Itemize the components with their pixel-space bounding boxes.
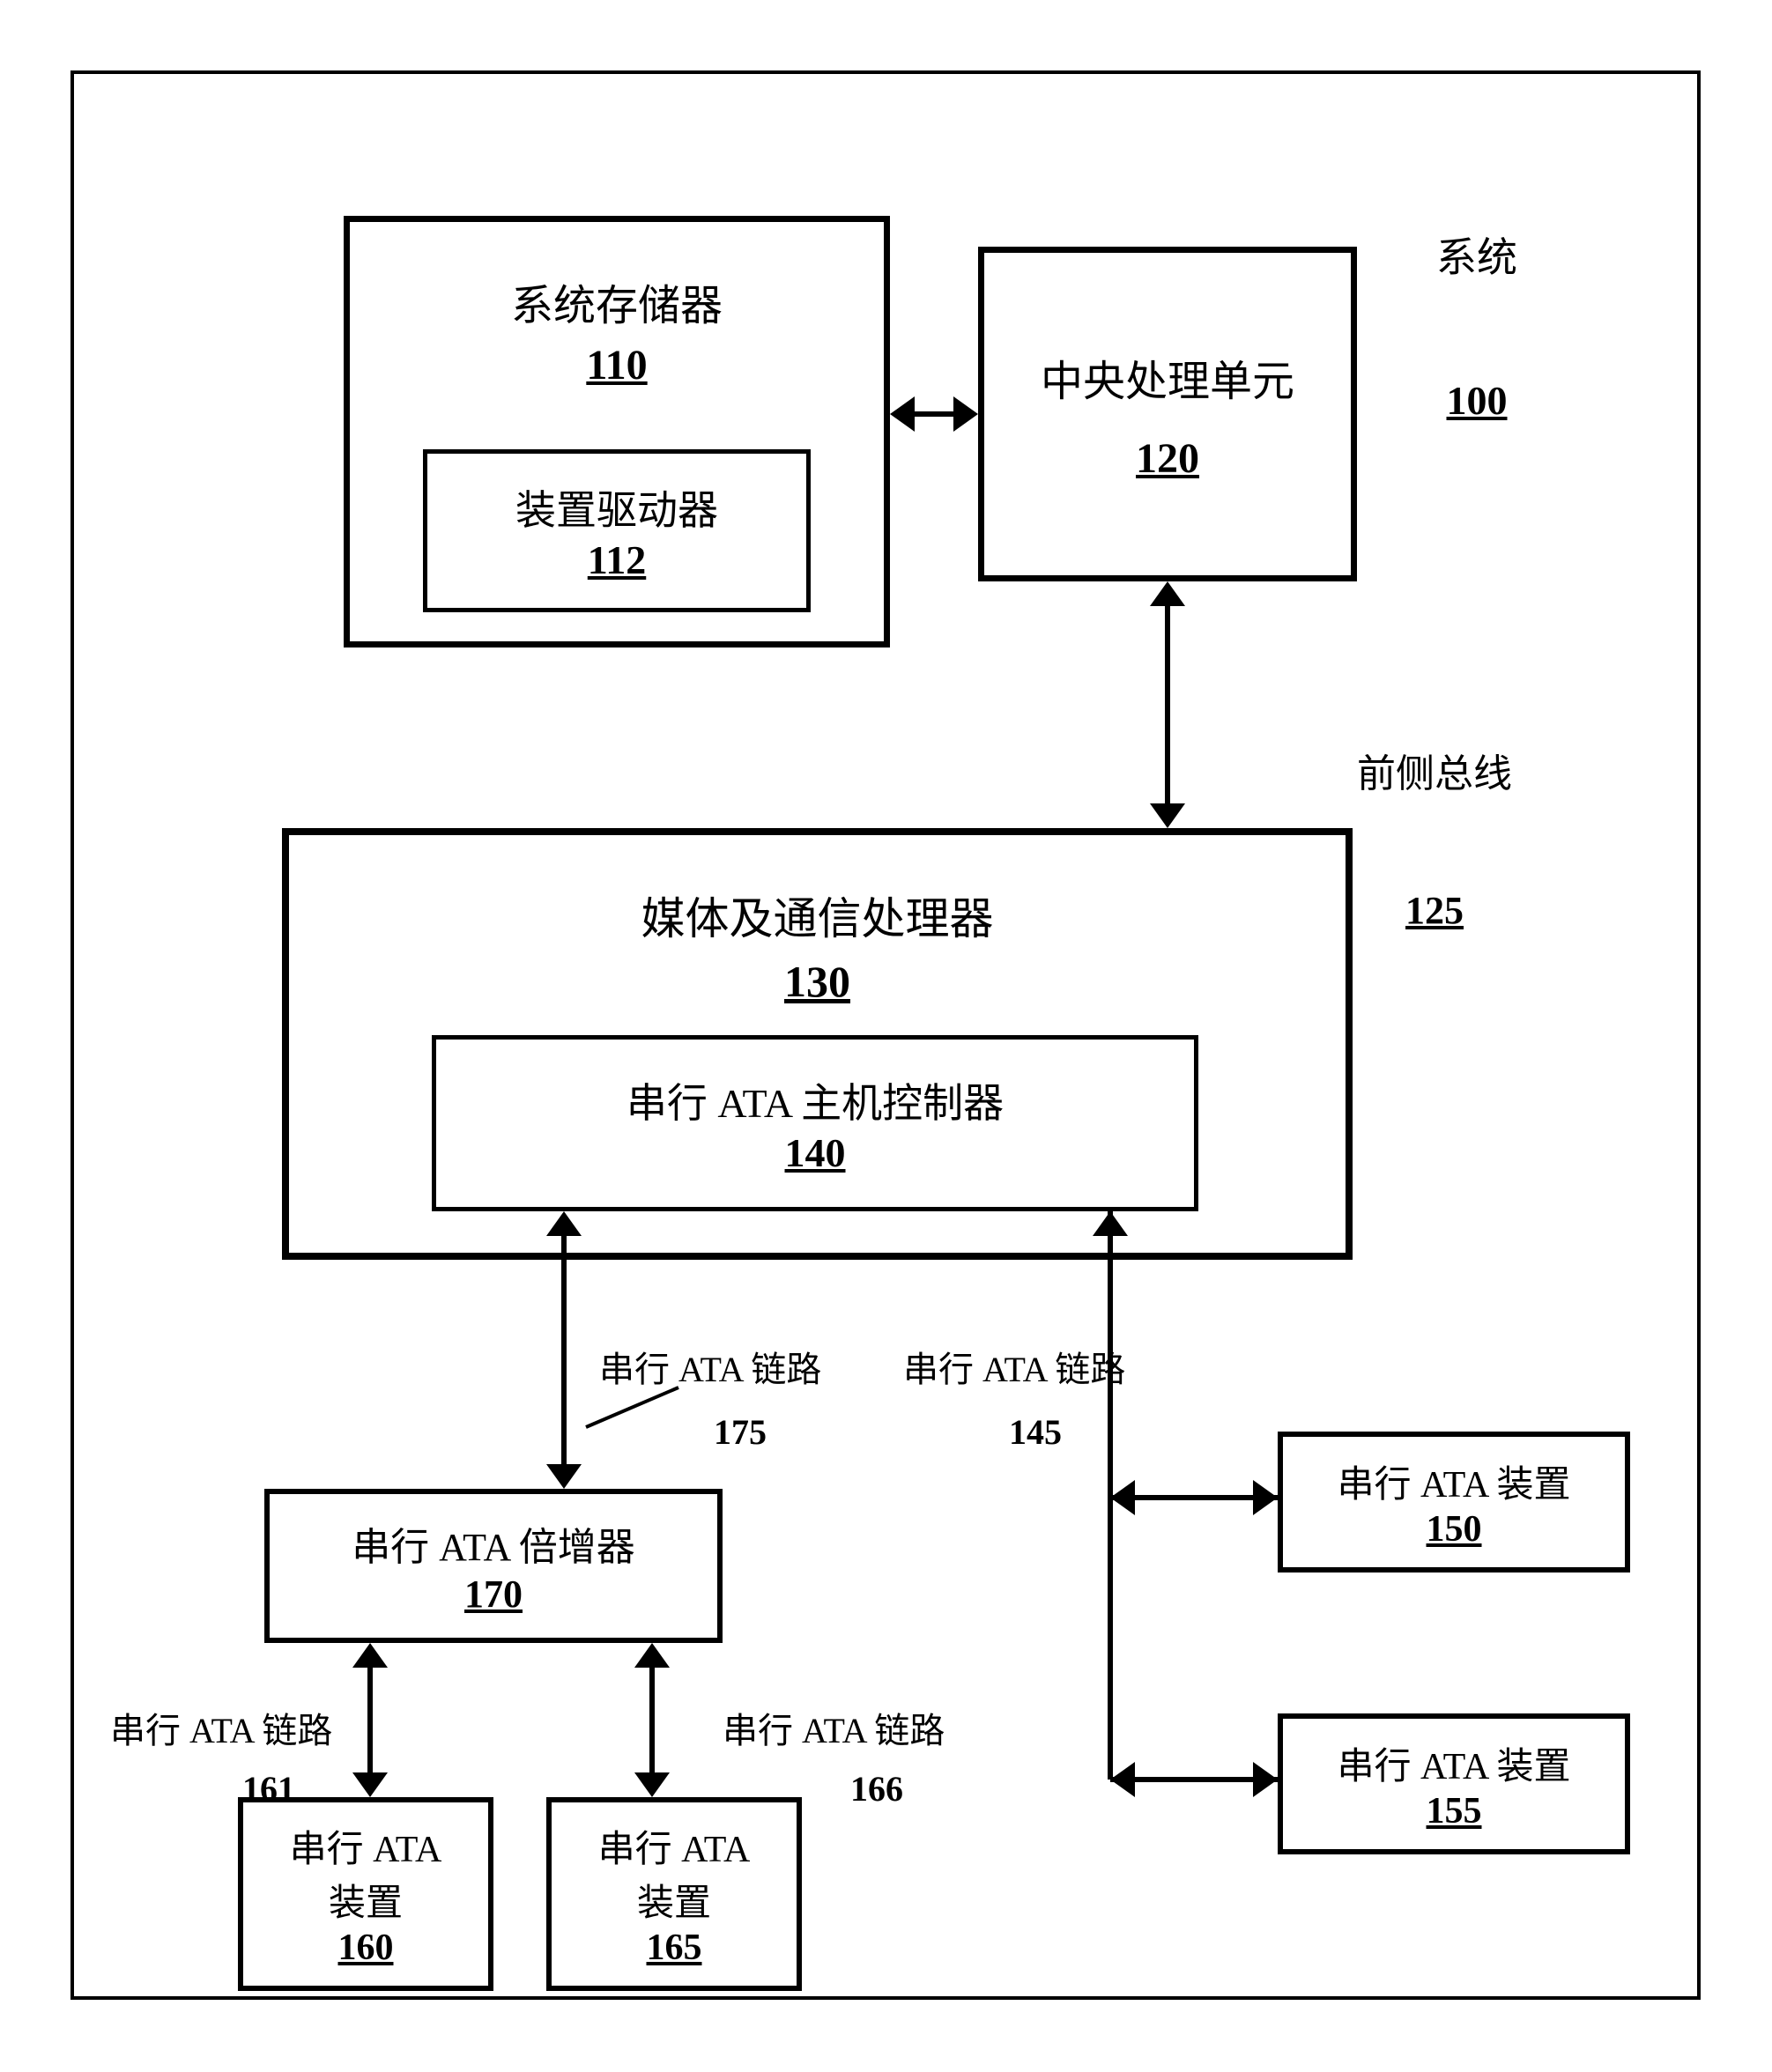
sata-link-161-label: 串行 ATA 链路 bbox=[93, 1661, 332, 1753]
sata-hc-title: 串行 ATA 主机控制器 bbox=[627, 1071, 1004, 1129]
sata-link-145-num: 145 bbox=[991, 1370, 1062, 1453]
cpu-title: 中央处理单元 bbox=[1041, 346, 1294, 408]
sata-link-175-num: 175 bbox=[696, 1370, 767, 1453]
sata-device-165-num: 165 bbox=[647, 1927, 702, 1969]
device-driver-title: 装置驱动器 bbox=[515, 478, 718, 536]
sata-device-165-title2: 装置 bbox=[637, 1873, 711, 1927]
system-memory-num: 110 bbox=[350, 341, 884, 389]
fsb-text: 前侧总线 bbox=[1357, 742, 1512, 798]
device-driver-box: 装置驱动器 112 bbox=[423, 449, 811, 612]
sata-multiplier-box: 串行 ATA 倍增器 170 bbox=[264, 1489, 723, 1643]
cpu-box: 中央处理单元 120 bbox=[978, 247, 1357, 581]
system-title-text: 系统 bbox=[1436, 226, 1517, 284]
l161-num: 161 bbox=[242, 1769, 295, 1809]
mcp-title: 媒体及通信处理器 bbox=[289, 884, 1346, 947]
sata-device-155-box: 串行 ATA 装置 155 bbox=[1278, 1713, 1630, 1854]
sata-device-165-box: 串行 ATA 装置 165 bbox=[546, 1797, 802, 1991]
system-memory-title: 系统存储器 bbox=[350, 270, 884, 332]
sata-link-161-num: 161 bbox=[225, 1727, 295, 1809]
l175-num: 175 bbox=[714, 1412, 767, 1452]
l161-text: 串行 ATA 链路 bbox=[110, 1711, 332, 1750]
sata-device-150-title: 串行 ATA 装置 bbox=[1338, 1454, 1571, 1508]
sata-device-165-title1: 串行 ATA bbox=[598, 1819, 751, 1873]
mcp-num: 130 bbox=[289, 956, 1346, 1007]
front-side-bus-label: 前侧总线 125 bbox=[1357, 652, 1512, 978]
sata-hc-num: 140 bbox=[785, 1129, 846, 1176]
l166-num: 166 bbox=[850, 1769, 903, 1809]
sata-device-155-num: 155 bbox=[1427, 1790, 1482, 1832]
sata-device-155-title: 串行 ATA 装置 bbox=[1338, 1736, 1571, 1790]
sata-host-controller-box: 串行 ATA 主机控制器 140 bbox=[432, 1035, 1198, 1211]
sata-device-160-box: 串行 ATA 装置 160 bbox=[238, 1797, 493, 1991]
fsb-num: 125 bbox=[1357, 888, 1512, 933]
sata-multiplier-num: 170 bbox=[464, 1572, 523, 1617]
sata-device-160-title2: 装置 bbox=[329, 1873, 403, 1927]
cpu-num: 120 bbox=[1136, 434, 1199, 483]
system-title: 系统 100 bbox=[1436, 132, 1517, 470]
sata-device-160-num: 160 bbox=[338, 1927, 394, 1969]
sata-device-150-num: 150 bbox=[1427, 1508, 1482, 1550]
sata-device-150-box: 串行 ATA 装置 150 bbox=[1278, 1432, 1630, 1572]
l145-num: 145 bbox=[1009, 1412, 1062, 1452]
sata-device-160-title1: 串行 ATA bbox=[290, 1819, 442, 1873]
sata-link-166-num: 166 bbox=[833, 1727, 903, 1809]
device-driver-num: 112 bbox=[588, 536, 646, 583]
system-title-num: 100 bbox=[1436, 377, 1517, 424]
sata-link-166-label: 串行 ATA 链路 bbox=[705, 1661, 945, 1753]
sata-multiplier-title: 串行 ATA 倍增器 bbox=[352, 1515, 635, 1572]
